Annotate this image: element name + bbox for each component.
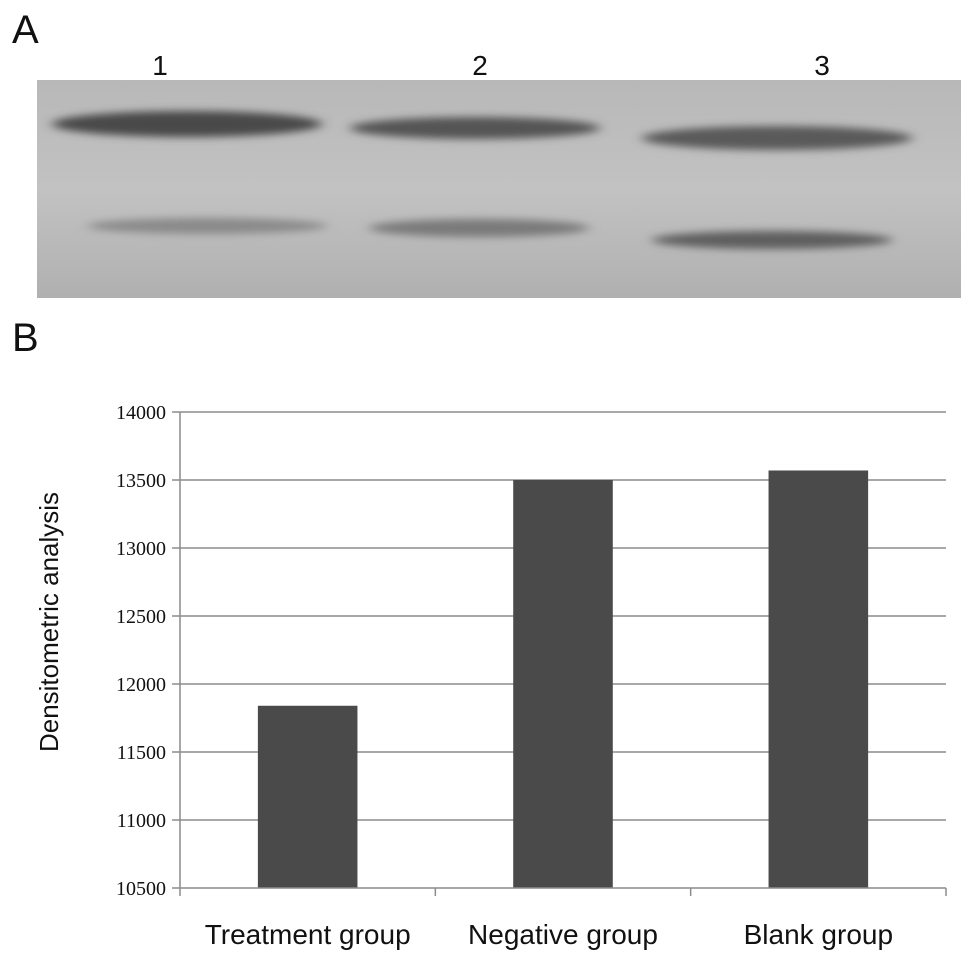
band-lower-lane-3 bbox=[652, 231, 892, 249]
y-tick-label-12500: 12500 bbox=[116, 606, 166, 628]
band-upper-lane-3 bbox=[642, 126, 912, 150]
band-upper-lane-2 bbox=[350, 117, 600, 139]
band-lower-lane-1 bbox=[87, 218, 327, 234]
x-tick-label-treatment-group: Treatment group bbox=[205, 919, 411, 950]
y-tick-label-11000: 11000 bbox=[117, 810, 166, 832]
y-tick-label-12000: 12000 bbox=[116, 674, 166, 696]
western-blot-image bbox=[37, 80, 961, 298]
band-lower-lane-2 bbox=[369, 219, 589, 237]
bar-negative-group bbox=[513, 480, 613, 888]
lane-label-2: 2 bbox=[472, 50, 488, 81]
y-tick-label-13000: 13000 bbox=[116, 538, 166, 560]
y-tick-label-13500: 13500 bbox=[116, 470, 166, 492]
bar-chart: 10500 11000 11500 12000 12500 13000 13500 14000… bbox=[34, 402, 947, 950]
x-tick-label-blank-group: Blank group bbox=[744, 919, 893, 950]
y-tick-label-11500: 11500 bbox=[117, 742, 166, 764]
y-axis-title: Densitometric analysis bbox=[34, 492, 64, 752]
lane-label-1: 1 bbox=[152, 50, 168, 81]
bars bbox=[257, 470, 869, 888]
band-upper-lane-1 bbox=[52, 111, 322, 137]
lane-label-3: 3 bbox=[814, 50, 830, 81]
axes bbox=[172, 411, 947, 896]
y-tick-label-14000: 14000 bbox=[116, 402, 166, 424]
bar-blank-group bbox=[768, 470, 869, 888]
labels: 10500 11000 11500 12000 12500 13000 13500 14000… bbox=[116, 402, 893, 950]
panel-label-a: A bbox=[12, 8, 39, 52]
panel-label-b: B bbox=[12, 316, 39, 360]
bar-treatment-group bbox=[257, 705, 358, 888]
y-tick-label-10500: 10500 bbox=[116, 878, 166, 900]
x-tick-label-negative-group: Negative group bbox=[468, 919, 658, 950]
